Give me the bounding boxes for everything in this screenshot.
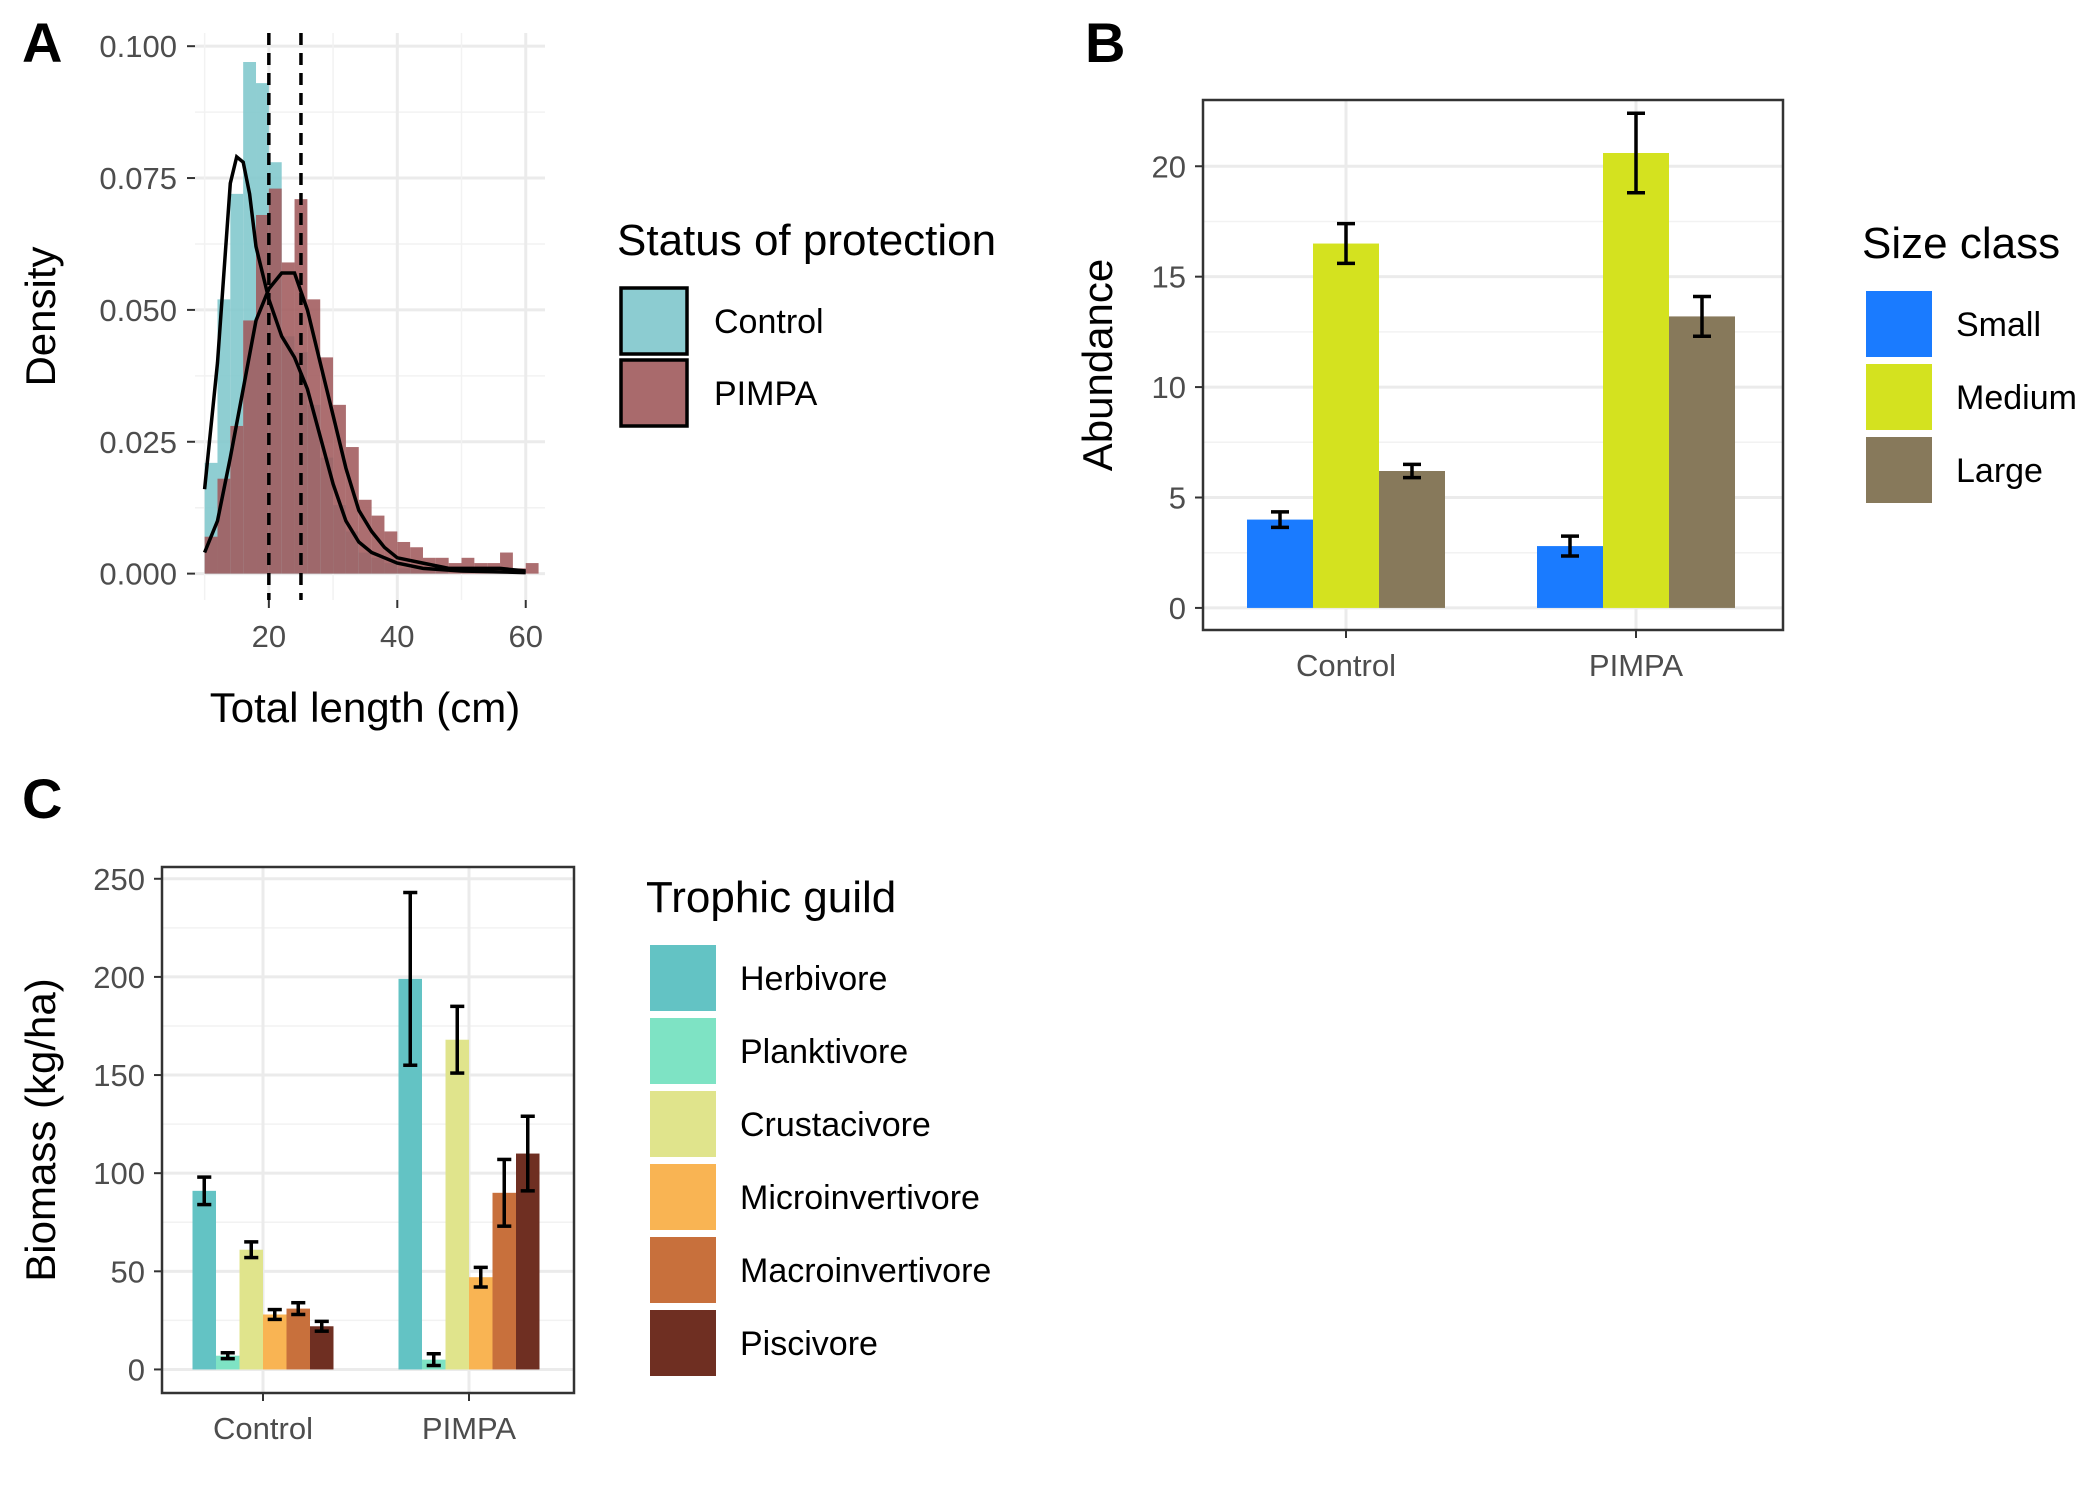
histogram-bar-pimpa — [230, 425, 244, 574]
y-tick-label: 50 — [111, 1254, 145, 1289]
legend-label-small: Small — [1956, 306, 2041, 344]
y-tick-label: 20 — [1152, 149, 1186, 184]
bar-herbivore-pimpa — [398, 978, 422, 1370]
panel-a-density-histogram: 0.000 0.025 0.050 0.075 0.100 20 40 60 Total len… — [17, 29, 996, 731]
legend-key-herbivore — [650, 945, 716, 1011]
bar-crustacivore-pimpa — [445, 1039, 469, 1370]
legend-key-microinvertivore — [650, 1164, 716, 1230]
bar-piscivore-control — [310, 1326, 334, 1370]
y-tick-label: 0.050 — [99, 293, 177, 328]
legend-label-large: Large — [1956, 452, 2043, 490]
legend-label-microinvertivore: Microinvertivore — [740, 1179, 980, 1217]
x-tick-label: PIMPA — [422, 1411, 516, 1446]
legend-label-planktivore: Planktivore — [740, 1033, 908, 1071]
bar-piscivore-pimpa — [516, 1153, 540, 1370]
bar-medium-control — [1313, 243, 1379, 608]
panel-label-c: C — [22, 767, 62, 830]
bar-herbivore-control — [192, 1190, 216, 1370]
x-tick-label: 40 — [380, 619, 414, 654]
y-tick-label: 15 — [1152, 260, 1186, 295]
y-tick-label: 0.000 — [99, 557, 177, 592]
x-tick-label: 20 — [252, 619, 286, 654]
y-tick-label: 0.025 — [99, 425, 177, 460]
y-tick-label: 250 — [93, 862, 145, 897]
panel-border — [160, 865, 576, 1395]
histogram-bar-pimpa — [345, 447, 359, 574]
legend-label-control: Control — [714, 303, 824, 341]
histogram-bar-pimpa — [243, 320, 257, 574]
y-axis-title: Density — [17, 246, 64, 386]
y-tick-label: 0 — [128, 1352, 145, 1387]
y-tick-label: 100 — [93, 1156, 145, 1191]
histogram-bar-pimpa — [281, 262, 295, 574]
legend-label-medium: Medium — [1956, 379, 2077, 417]
legend-key-piscivore — [650, 1310, 716, 1376]
panel-border — [1201, 98, 1785, 632]
histogram-bar-pimpa — [333, 404, 346, 574]
bar-medium-pimpa — [1603, 153, 1669, 608]
panel-label-b: B — [1085, 11, 1125, 74]
legend-key-small — [1866, 291, 1932, 357]
legend-label-piscivore: Piscivore — [740, 1325, 878, 1363]
histogram-bar-pimpa — [204, 536, 218, 574]
legend-key-pimpa — [619, 358, 689, 428]
x-tick-label: Control — [1296, 648, 1396, 683]
legend-label-macroinvertivore: Macroinvertivore — [740, 1252, 991, 1290]
legend-label-pimpa: PIMPA — [714, 375, 818, 413]
legend-label-crustacivore: Crustacivore — [740, 1106, 931, 1144]
bar-large-pimpa — [1669, 316, 1735, 608]
legend-key-control — [619, 286, 689, 356]
histogram-bar-pimpa — [268, 188, 282, 574]
legend-key-crustacivore — [650, 1091, 716, 1157]
bar-microinvertivore-control — [263, 1314, 287, 1370]
histogram-bar-pimpa — [307, 299, 321, 574]
x-tick-label: 60 — [508, 619, 542, 654]
legend-key-medium — [1866, 364, 1932, 430]
bar-macroinvertivore-pimpa — [492, 1192, 516, 1370]
y-tick-label: 150 — [93, 1058, 145, 1093]
y-axis-title: Biomass (kg/ha) — [17, 978, 64, 1281]
bar-microinvertivore-pimpa — [469, 1277, 493, 1370]
x-tick-label: Control — [213, 1411, 313, 1446]
y-tick-label: 5 — [1169, 481, 1186, 516]
y-tick-label: 10 — [1152, 370, 1186, 405]
legend-title: Trophic guild — [646, 873, 896, 922]
panel-label-a: A — [22, 11, 62, 74]
legend-title: Size class — [1862, 219, 2060, 268]
bar-large-control — [1379, 471, 1445, 608]
density-curve-pimpa — [202, 271, 526, 573]
bar-macroinvertivore-control — [286, 1308, 310, 1370]
histogram-bar-pimpa — [371, 515, 385, 574]
y-tick-label: 0 — [1169, 591, 1186, 626]
legend-title: Status of protection — [617, 216, 996, 265]
panel-c-biomass-bar-chart: 0 50 100 150 200 250 Control PIMPA Biomass (kg/h… — [17, 862, 991, 1446]
legend-key-macroinvertivore — [650, 1237, 716, 1303]
legend-key-large — [1866, 437, 1932, 503]
y-axis-title: Abundance — [1074, 259, 1121, 472]
x-tick-label: PIMPA — [1589, 648, 1683, 683]
y-tick-label: 0.075 — [99, 161, 177, 196]
legend-key-planktivore — [650, 1018, 716, 1084]
histogram-bar-pimpa — [525, 563, 539, 574]
panel-b-abundance-bar-chart: 0 5 10 15 20 Control PIMPA Abundance Size class S… — [1074, 98, 2077, 683]
histogram-bar-pimpa — [256, 214, 269, 574]
y-tick-label: 0.100 — [99, 29, 177, 64]
x-axis-title: Total length (cm) — [210, 684, 520, 731]
histogram-bar-pimpa — [294, 199, 308, 574]
y-tick-label: 200 — [93, 960, 145, 995]
legend-label-herbivore: Herbivore — [740, 960, 887, 998]
bar-crustacivore-control — [239, 1249, 263, 1370]
bar-small-control — [1247, 519, 1313, 608]
